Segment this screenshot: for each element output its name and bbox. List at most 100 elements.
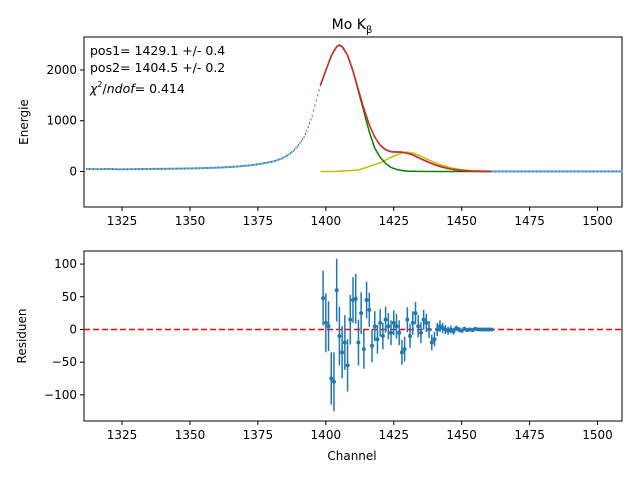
data-point <box>152 167 154 170</box>
data-point <box>139 168 141 171</box>
data-point <box>114 168 116 171</box>
top-x-ticks: 1325 1350 1375 1400 1425 1450 1475 1500 <box>107 207 613 228</box>
bottom-x-tick-label: 1400 <box>311 428 342 442</box>
data-point <box>597 170 599 173</box>
bottom-y-ticks: −100 −50 0 50 100 <box>44 257 84 402</box>
data-point <box>120 168 122 171</box>
bottom-y-tick-label: 50 <box>62 290 77 304</box>
data-point <box>103 168 105 171</box>
data-point <box>298 144 300 147</box>
data-point <box>253 163 255 166</box>
data-point <box>318 89 320 92</box>
bottom-xlabel: Channel <box>327 449 376 463</box>
residual-point <box>408 334 413 338</box>
data-point <box>158 167 160 170</box>
data-point <box>315 99 317 102</box>
data-point <box>179 167 181 170</box>
data-point <box>228 166 230 169</box>
top-y-tick-label: 0 <box>69 164 77 178</box>
data-point <box>584 170 586 173</box>
data-point <box>189 167 191 170</box>
data-point <box>167 167 169 170</box>
data-point <box>110 168 112 171</box>
data-point <box>86 167 88 170</box>
data-point <box>542 170 544 173</box>
data-point <box>518 170 520 173</box>
data-point <box>239 165 241 168</box>
data-point <box>256 163 258 166</box>
data-point <box>250 164 252 167</box>
top-x-tick-label: 1425 <box>378 214 409 228</box>
residual-point <box>402 347 407 352</box>
bottom-x-tick-label: 1375 <box>243 428 274 442</box>
top-x-tick-label: 1350 <box>175 214 206 228</box>
top-x-tick-label: 1375 <box>243 214 274 228</box>
data-point <box>258 163 260 166</box>
data-point <box>194 167 196 170</box>
data-point <box>302 138 304 140</box>
data-point <box>514 170 516 173</box>
residual-point <box>337 334 342 338</box>
data-point <box>219 166 221 169</box>
data-point <box>144 168 146 171</box>
residual-point <box>394 324 399 329</box>
data-point <box>520 170 522 173</box>
residual-point <box>432 337 437 342</box>
data-point <box>133 168 135 171</box>
chart-title: Mo Kβ <box>332 17 373 36</box>
data-point <box>504 170 506 173</box>
data-point <box>112 168 114 171</box>
data-point <box>306 129 308 132</box>
data-point <box>609 170 611 173</box>
chi-value: = 0.414 <box>135 81 185 96</box>
data-point <box>107 167 109 170</box>
data-point <box>264 162 266 165</box>
residual-point <box>405 317 410 322</box>
data-point <box>218 166 219 169</box>
residual-point <box>380 334 385 338</box>
residual-point <box>361 347 366 352</box>
data-point <box>241 165 243 168</box>
bottom-plot-frame <box>83 250 623 422</box>
data-point <box>137 168 139 171</box>
data-point <box>269 161 271 164</box>
data-point <box>564 170 566 173</box>
data-point <box>580 170 582 173</box>
data-point <box>575 170 577 173</box>
data-point <box>525 170 527 173</box>
residual-point <box>416 324 421 329</box>
data-point <box>156 167 158 170</box>
data-point <box>283 156 285 159</box>
residual-point <box>345 363 350 368</box>
data-point <box>125 168 127 171</box>
data-point <box>99 168 101 171</box>
energy-spectrum-chart: Mo Kβ 1325 1350 1375 1400 1425 1450 1475 1500 0… <box>17 17 623 228</box>
data-point <box>530 170 532 173</box>
data-point <box>105 168 107 171</box>
data-point <box>526 170 528 173</box>
data-point <box>569 170 571 173</box>
data-point <box>245 164 247 167</box>
data-point <box>242 165 244 168</box>
data-point <box>313 109 315 112</box>
data-point <box>592 170 594 173</box>
data-point <box>290 152 292 155</box>
data-point <box>211 166 213 169</box>
residual-point <box>342 340 347 345</box>
bottom-plot-marks <box>84 258 622 412</box>
residual-point <box>326 324 331 329</box>
data-point <box>279 158 281 161</box>
data-point <box>129 168 131 171</box>
bottom-x-tick-label: 1500 <box>582 428 613 442</box>
data-point <box>548 170 550 173</box>
data-point <box>554 170 556 173</box>
residual-point <box>372 324 377 329</box>
top-y-tick-label: 1000 <box>46 114 77 128</box>
data-point <box>216 166 218 169</box>
data-point <box>296 145 298 148</box>
data-point <box>93 168 95 171</box>
data-point <box>227 166 229 169</box>
data-point <box>162 167 164 170</box>
data-point <box>249 164 251 167</box>
residual-point <box>421 317 426 322</box>
